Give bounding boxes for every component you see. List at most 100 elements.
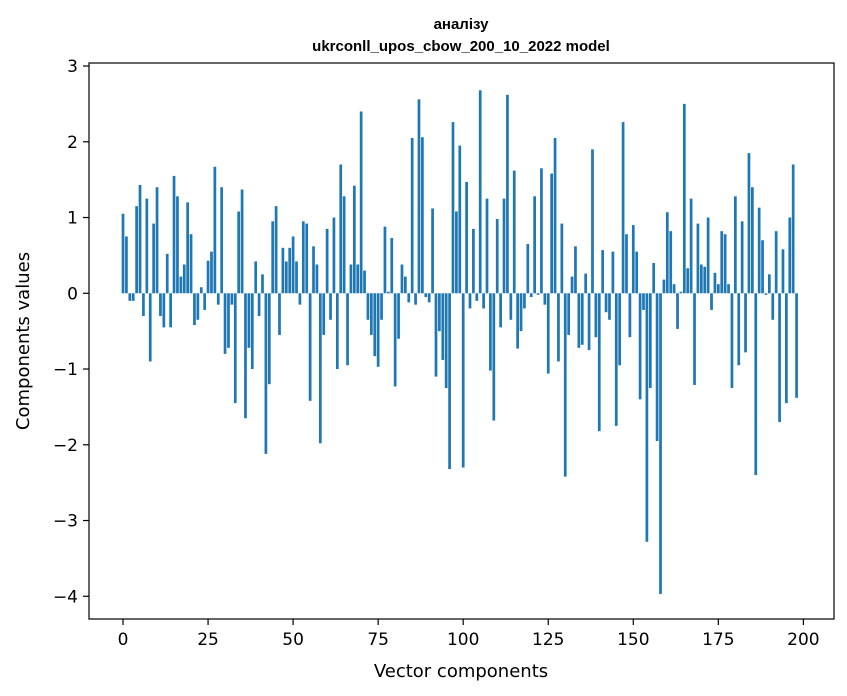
bar-103 [472,228,475,294]
bar-26 [210,251,213,294]
bar-158 [659,293,662,594]
bar-62 [332,217,336,294]
bar-7 [145,198,149,294]
bar-12 [162,293,166,328]
bar-123 [540,168,543,294]
bar-121 [533,196,536,294]
bar-47 [281,247,285,294]
bar-76 [380,293,383,320]
bar-131 [567,293,571,335]
bar-182 [740,221,744,294]
chart-title-line-1: аналізу [434,16,490,33]
bar-90 [427,293,431,303]
bar-173 [710,293,713,310]
bar-51 [295,261,298,294]
bar-196 [788,217,792,294]
y-ticks: 3 2 1 0 −1 −2 −3 −4 [53,57,89,607]
bar-85 [410,137,414,294]
bar-176 [720,231,724,294]
bar-108 [489,293,492,371]
bar-134 [577,293,581,348]
bar-23 [199,287,203,294]
bar-4 [135,206,138,294]
bar-22 [196,293,200,320]
bar-14 [169,293,172,328]
bar-190 [768,274,771,294]
bar-115 [512,170,516,294]
bar-43 [267,293,271,385]
bar-44 [271,221,275,294]
bar-17 [179,276,183,294]
bar-36 [244,293,247,419]
bar-50 [291,236,295,294]
bar-6 [142,293,145,316]
bar-29 [220,187,224,294]
bar-71 [363,270,366,294]
bar-156 [652,262,656,294]
bar-35 [240,189,244,294]
bar-57 [315,264,319,294]
bar-112 [502,198,506,294]
bar-166 [686,268,690,294]
bar-188 [761,240,764,294]
bar-198 [795,293,798,398]
bar-163 [676,293,679,329]
bar-80 [393,293,397,387]
bar-82 [400,264,404,294]
bar-117 [519,293,523,332]
bar-97 [451,122,455,294]
bar-0 [121,213,125,294]
bar-60 [325,228,329,294]
bar-171 [703,266,707,294]
x-tick-label: 0 [118,630,129,650]
bar-65 [342,196,346,294]
bar-140 [597,293,601,432]
bar-180 [733,196,737,294]
bar-111 [499,293,502,328]
bar-175 [716,284,720,294]
bar-159 [662,279,666,294]
x-tick-label: 125 [532,630,564,650]
bar-105 [478,90,482,294]
bar-39 [254,261,258,294]
bar-168 [693,293,696,385]
bar-137 [587,293,591,351]
bar-48 [284,261,288,294]
bar-197 [791,164,795,294]
bar-5 [138,184,142,294]
bar-146 [618,293,622,366]
bar-120 [529,293,533,298]
bar-93 [438,293,441,332]
bar-169 [696,223,700,294]
bar-133 [574,246,577,294]
bar-195 [785,293,788,404]
bar-172 [706,217,710,294]
bar-181 [737,293,741,366]
bar-46 [278,293,281,335]
bar-126 [550,173,554,294]
bar-135 [580,293,584,345]
bar-185 [751,187,754,294]
chart-title-line-2: ukrconll_upos_cbow_200_10_2022 model [312,38,610,55]
bar-98 [455,211,458,294]
y-tick-label: −3 [53,512,78,532]
bar-79 [390,237,394,294]
bar-102 [468,293,472,309]
bar-170 [699,264,703,294]
bar-16 [176,196,179,294]
bar-32 [230,293,234,305]
bar-3 [131,293,135,301]
bar-21 [193,293,196,326]
bar-92 [434,293,438,377]
bar-193 [778,293,781,423]
bar-152 [638,293,642,400]
bar-153 [642,293,645,310]
bar-68 [352,185,356,294]
bar-73 [369,293,373,335]
bar-19 [186,202,190,294]
bar-11 [159,293,162,316]
bar-28 [216,293,220,305]
x-tick-label: 100 [447,630,479,650]
bar-186 [754,293,758,476]
bar-54 [305,223,309,294]
